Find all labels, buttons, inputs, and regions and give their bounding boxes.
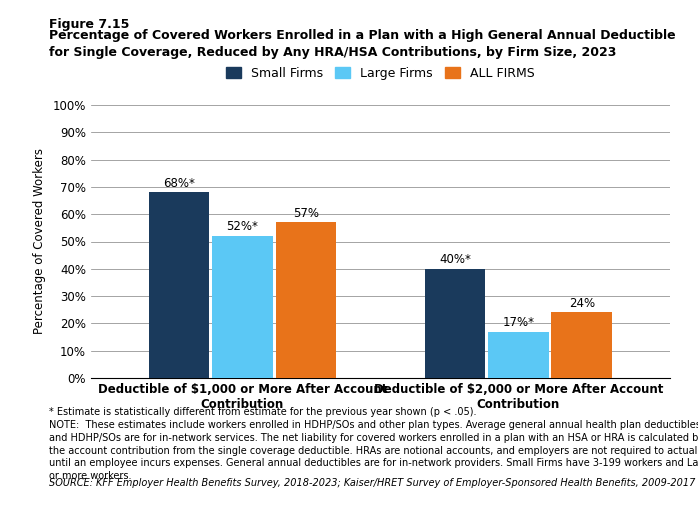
Text: 57%: 57% [293,207,319,219]
Text: Figure 7.15: Figure 7.15 [49,18,129,31]
Bar [212,236,273,378]
Text: 52%*: 52%* [227,220,258,233]
Text: 68%*: 68%* [163,176,195,190]
Bar [149,192,209,378]
Text: 40%*: 40%* [439,253,471,266]
Text: SOURCE: KFF Employer Health Benefits Survey, 2018-2023; Kaiser/HRET Survey of Em: SOURCE: KFF Employer Health Benefits Sur… [49,478,695,488]
Text: 24%: 24% [569,297,595,310]
Text: * Estimate is statistically different from estimate for the previous year shown : * Estimate is statistically different fr… [49,407,476,417]
Bar [551,312,612,378]
Bar [276,223,336,378]
Bar [488,332,549,378]
Text: 17%*: 17%* [503,316,535,329]
Legend: Small Firms, Large Firms, ALL FIRMS: Small Firms, Large Firms, ALL FIRMS [221,62,540,85]
Text: NOTE:  These estimates include workers enrolled in HDHP/SOs and other plan types: NOTE: These estimates include workers en… [49,420,698,481]
Text: Percentage of Covered Workers Enrolled in a Plan with a High General Annual Dedu: Percentage of Covered Workers Enrolled i… [49,29,676,59]
Y-axis label: Percentage of Covered Workers: Percentage of Covered Workers [33,149,45,334]
Bar [424,269,485,378]
